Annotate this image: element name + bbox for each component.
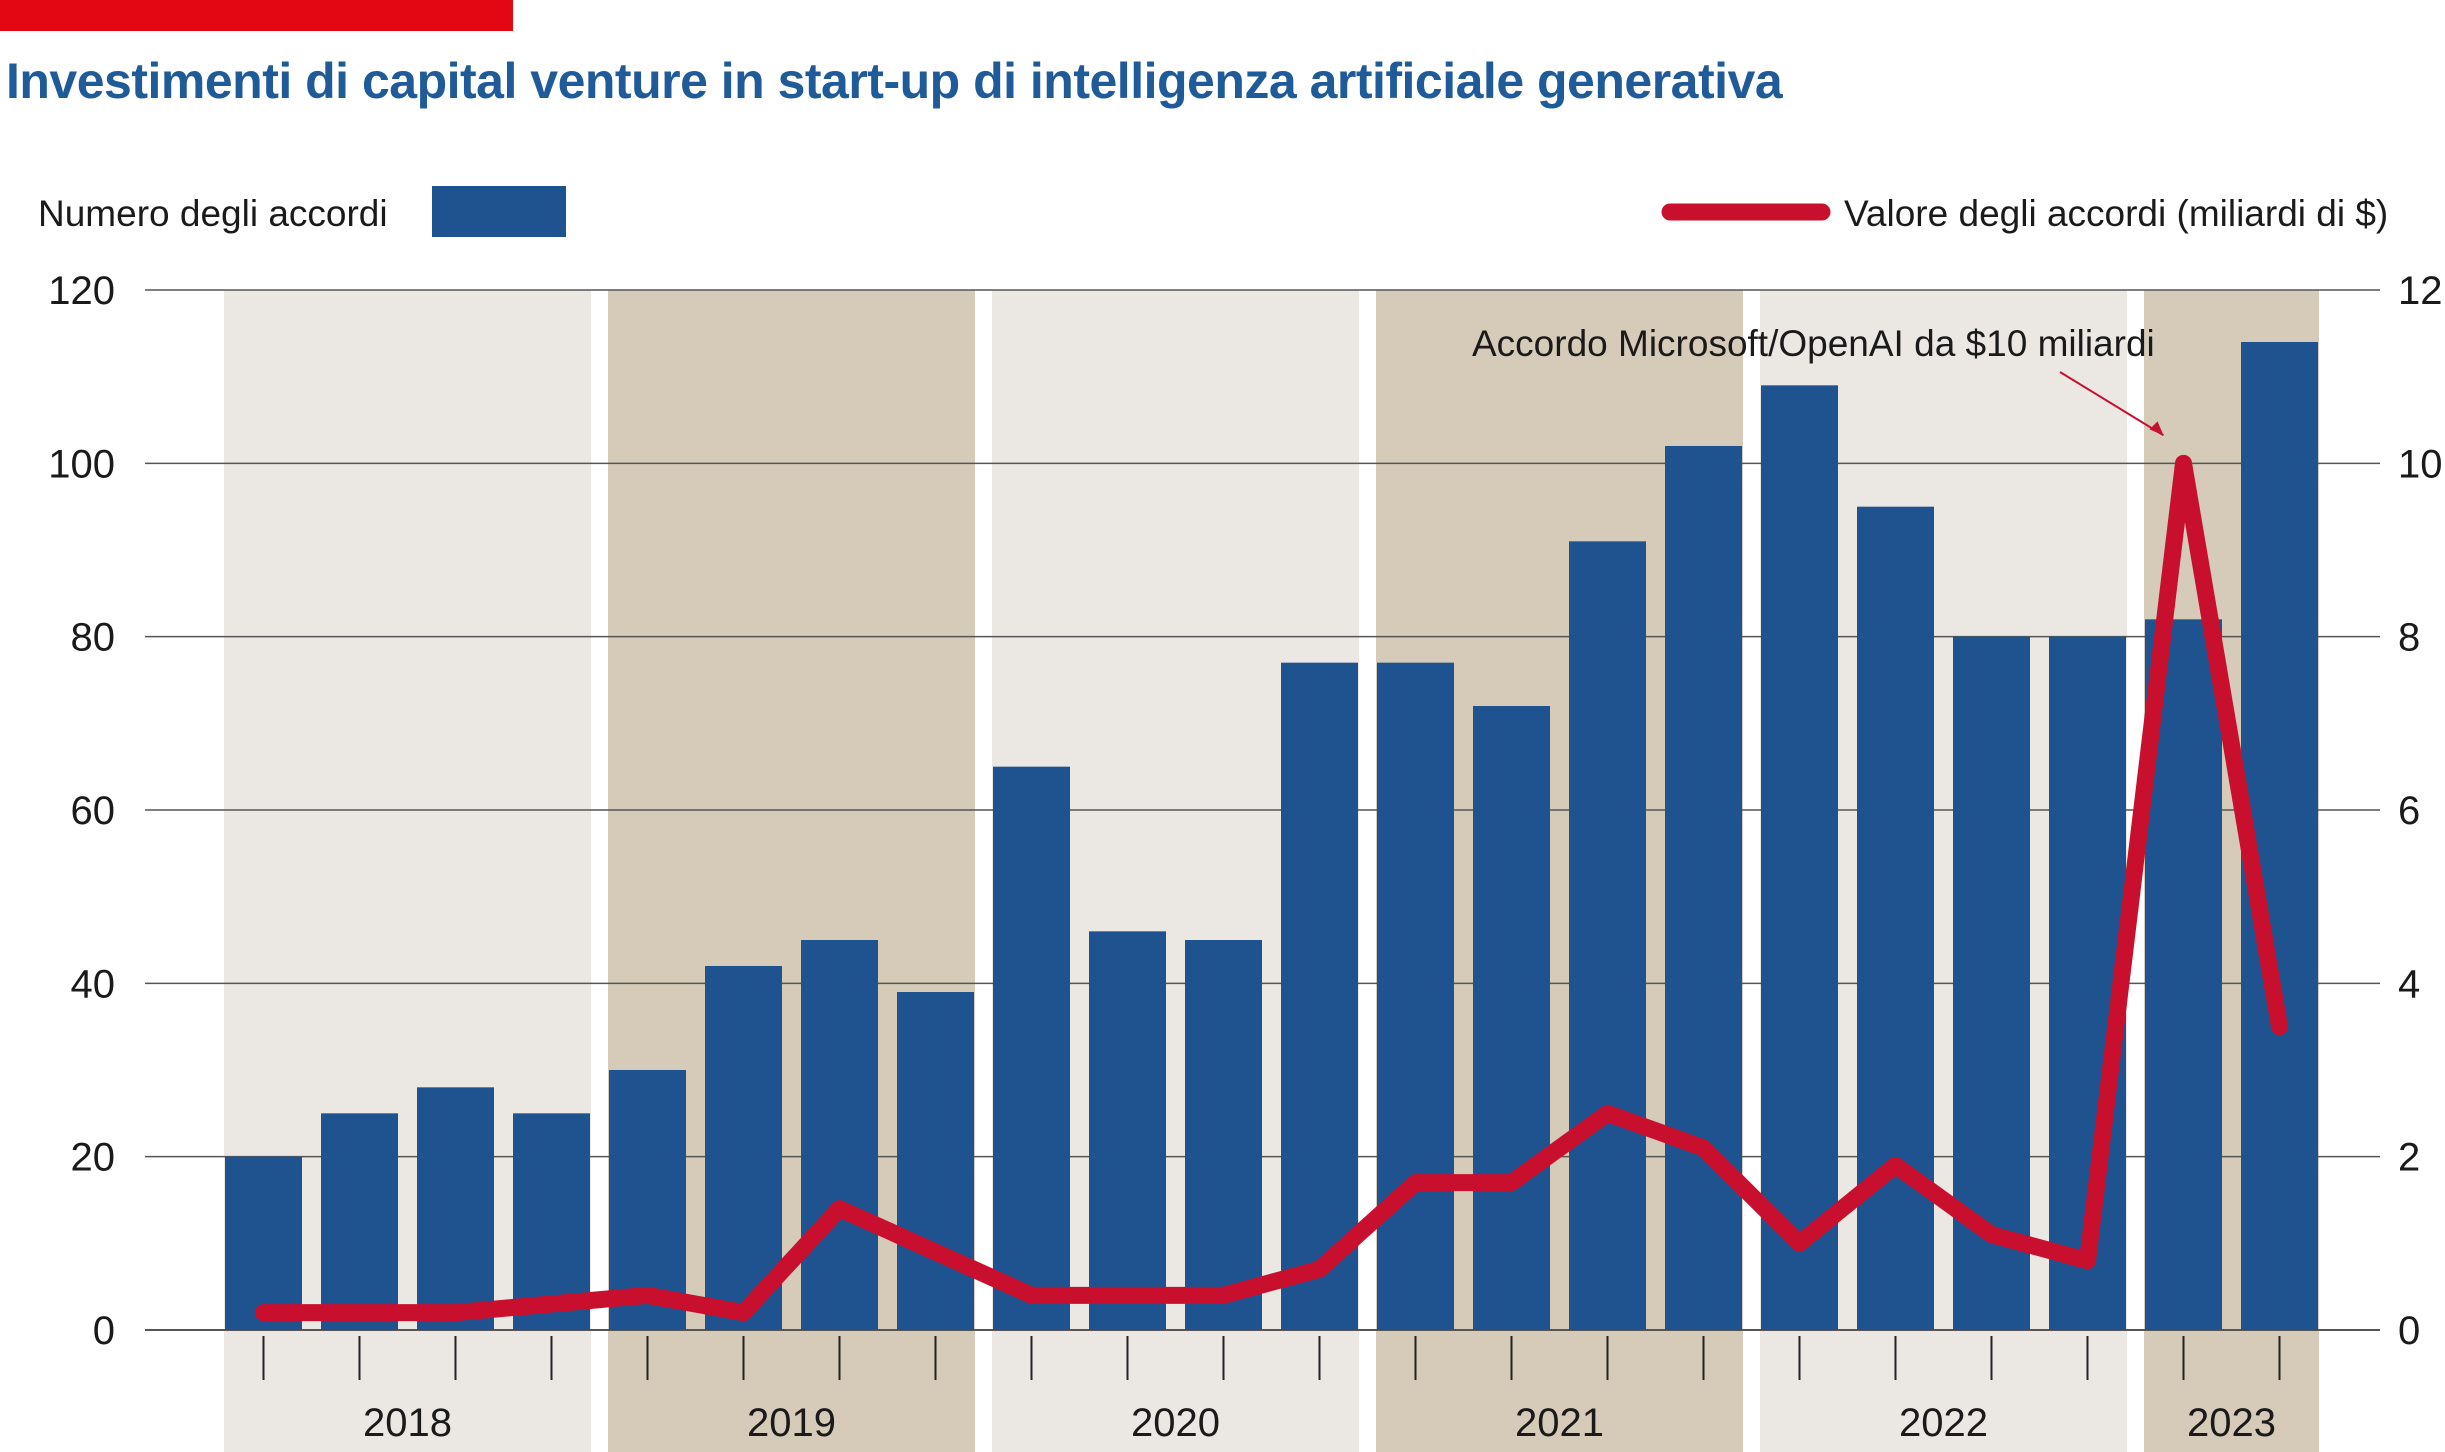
line-point-2022-Q1 xyxy=(1798,1242,1801,1245)
bar-series xyxy=(225,342,2318,1331)
legend-line-label: Valore degli accordi (miliardi di $) xyxy=(1844,193,2388,234)
bar-2018-Q1 xyxy=(225,1156,302,1330)
bar-2019-Q1 xyxy=(609,1070,686,1330)
line-point-2020-Q4 xyxy=(1318,1268,1321,1271)
x-axis-ticks xyxy=(262,1336,2281,1380)
year-label-2020: 2020 xyxy=(1131,1401,1220,1445)
y-right-tick-12: 12 xyxy=(2398,269,2443,313)
bar-2018-Q3 xyxy=(417,1087,494,1330)
chart-title: Investimenti di capital venture in start… xyxy=(6,53,1783,109)
legend-bars-label: Numero degli accordi xyxy=(38,193,388,234)
line-point-2021-Q3 xyxy=(1606,1112,1609,1115)
line-point-2020-Q3 xyxy=(1222,1294,1225,1297)
line-point-2019-Q4 xyxy=(934,1251,937,1253)
y-left-tick-20: 20 xyxy=(71,1136,116,1180)
bar-2021-Q4 xyxy=(1665,446,1742,1330)
line-point-2022-Q3 xyxy=(1990,1233,1993,1236)
y-left-tick-0: 0 xyxy=(93,1309,115,1353)
legend: Numero degli accordi Valore degli accordi… xyxy=(38,186,2388,237)
line-point-2018-Q1 xyxy=(262,1311,265,1314)
line-point-2022-Q2 xyxy=(1894,1164,1897,1167)
y-left-tick-80: 80 xyxy=(71,616,116,660)
bar-2022-Q1 xyxy=(1761,385,1838,1330)
y-left-tick-40: 40 xyxy=(71,962,116,1006)
bar-2018-Q2 xyxy=(321,1113,398,1330)
line-point-2021-Q2 xyxy=(1510,1181,1513,1184)
line-point-2020-Q2 xyxy=(1126,1294,1129,1297)
year-label-2018: 2018 xyxy=(363,1401,452,1445)
year-label-2021: 2021 xyxy=(1515,1401,1604,1445)
bar-2019-Q2 xyxy=(705,966,782,1330)
year-label-2023: 2023 xyxy=(2187,1401,2276,1445)
line-point-2019-Q1 xyxy=(646,1294,649,1297)
y-left-tick-60: 60 xyxy=(71,789,116,833)
y-right-tick-4: 4 xyxy=(2398,962,2420,1006)
bar-2021-Q3 xyxy=(1569,541,1646,1330)
bar-2020-Q3 xyxy=(1185,940,1262,1330)
line-series xyxy=(255,454,2288,1322)
accent-bar xyxy=(0,0,513,31)
bar-2022-Q2 xyxy=(1857,506,1934,1331)
bar-2021-Q2 xyxy=(1473,706,1550,1330)
line-point-2023-Q2 xyxy=(2278,1025,2281,1028)
year-label-2019: 2019 xyxy=(747,1401,836,1445)
legend-bars-swatch xyxy=(432,186,566,237)
y-left-tick-120: 120 xyxy=(48,269,115,313)
line-point-2023-Q1 xyxy=(2182,462,2185,465)
bar-2020-Q1 xyxy=(993,766,1070,1330)
y-right-tick-0: 0 xyxy=(2398,1309,2420,1353)
year-label-2022: 2022 xyxy=(1899,1401,1988,1445)
annotation-arrowhead xyxy=(2149,421,2164,436)
y-right-tick-6: 6 xyxy=(2398,789,2420,833)
y-right-tick-2: 2 xyxy=(2398,1136,2420,1180)
value-line xyxy=(255,454,2288,1322)
axis-labels: 2018 2019 2020 2021 2022 2023 0 0 20 2 40 4 60 6 80 8 10… xyxy=(48,269,2442,1445)
y-right-tick-8: 8 xyxy=(2398,616,2420,660)
line-point-2019-Q2 xyxy=(742,1311,745,1314)
bar-2019-Q4 xyxy=(897,992,974,1330)
annotation: Accordo Microsoft/OpenAI da $10 miliardi xyxy=(1472,323,2165,437)
line-point-2021-Q4 xyxy=(1702,1147,1705,1149)
line-point-2019-Q3 xyxy=(838,1207,841,1210)
line-point-2022-Q4 xyxy=(2086,1259,2089,1262)
line-point-2018-Q4 xyxy=(550,1303,553,1305)
line-point-2018-Q3 xyxy=(454,1311,457,1314)
annotation-pointer xyxy=(2059,371,2165,437)
line-point-2018-Q2 xyxy=(358,1311,361,1314)
line-point-2021-Q1 xyxy=(1414,1181,1417,1184)
bar-2021-Q1 xyxy=(1377,662,1454,1330)
bar-2020-Q2 xyxy=(1089,931,1166,1330)
line-point-2020-Q1 xyxy=(1030,1294,1033,1297)
annotation-text: Accordo Microsoft/OpenAI da $10 miliardi xyxy=(1472,323,2155,364)
bar-2019-Q3 xyxy=(801,940,878,1330)
bar-2020-Q4 xyxy=(1281,662,1358,1330)
y-left-tick-100: 100 xyxy=(48,442,115,486)
y-right-tick-10: 10 xyxy=(2398,442,2443,486)
